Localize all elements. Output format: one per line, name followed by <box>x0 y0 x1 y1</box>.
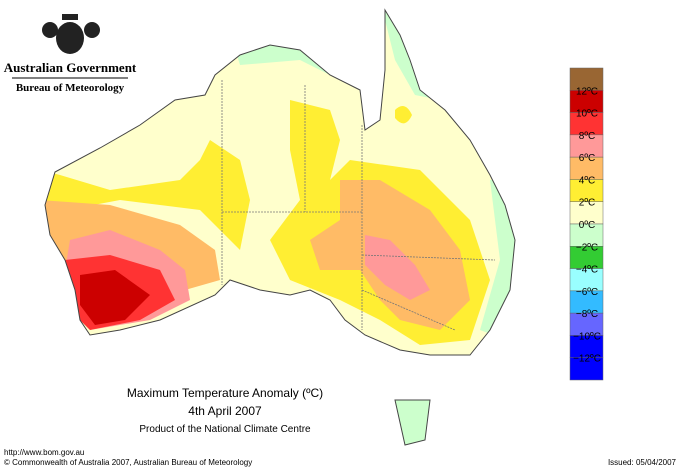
legend-label: 10ºC <box>576 109 598 120</box>
legend-label: 8ºC <box>579 131 595 142</box>
agency: Australian Government <box>4 60 137 75</box>
legend-label: −2ºC <box>576 242 598 253</box>
map-product: Product of the National Climate Centre <box>139 424 311 435</box>
map-title: Maximum Temperature Anomaly (ºC) <box>127 386 323 400</box>
url[interactable]: http://www.bom.gov.au <box>4 448 84 457</box>
copyright: © Commonwealth of Australia 2007, Austra… <box>4 458 252 467</box>
issued: Issued: 05/04/2007 <box>608 458 677 467</box>
legend-label: 6ºC <box>579 153 595 164</box>
legend-label: −8ºC <box>576 309 598 320</box>
crest <box>42 14 100 54</box>
coastline <box>44 8 516 446</box>
map-date: 4th April 2007 <box>188 404 262 418</box>
legend-label: 12ºC <box>576 86 598 97</box>
legend-swatch <box>569 357 604 381</box>
legend-label: 4ºC <box>579 175 595 186</box>
legend: 12ºC 10ºC 8ºC 6ºC 4ºC 2ºC 0ºC −2ºC −4ºC −6ºC −8ºC −… <box>569 67 604 381</box>
legend-label: −10ºC <box>573 331 601 342</box>
legend-label: 2ºC <box>579 198 595 209</box>
legend-label: −6ºC <box>576 287 598 298</box>
bureau: Bureau of Meteorology <box>16 82 125 94</box>
legend-label: 0ºC <box>579 220 595 231</box>
legend-label: −4ºC <box>576 265 598 276</box>
state-borders <box>221 80 496 331</box>
legend-label: −12ºC <box>573 354 601 365</box>
